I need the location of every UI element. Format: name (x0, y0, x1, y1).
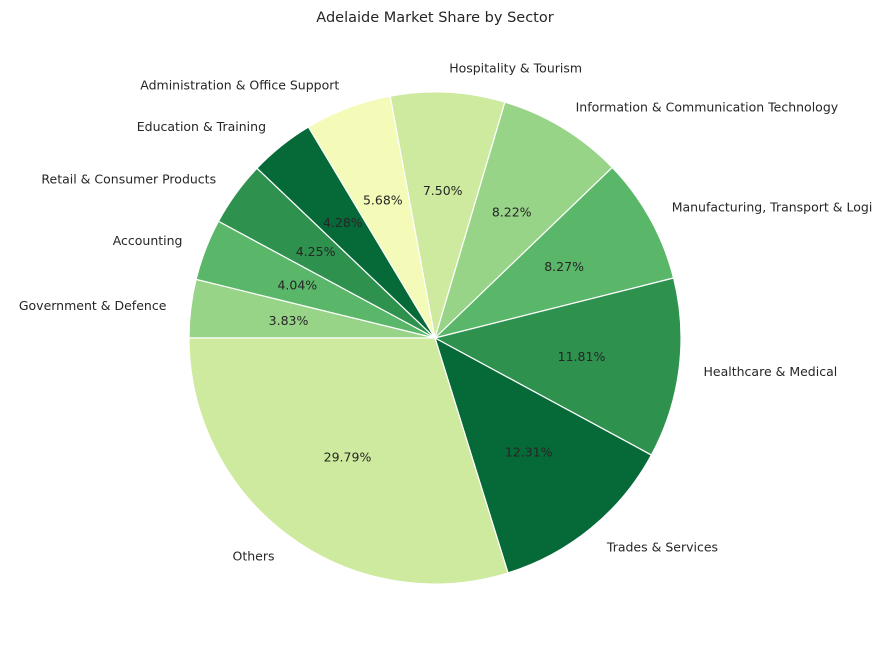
slice-manufacturing-transport-and-logistics (432, 166, 675, 340)
slice-labels: Government & Defence Accounting Retail & C… (19, 60, 872, 563)
label-others: Others (232, 548, 274, 563)
label-information-and-communication-technology: Information & Communication Technology (576, 99, 839, 114)
slice-healthcare-and-medical (433, 277, 682, 456)
pie-slices (188, 91, 682, 585)
pct-label-information-and-communication-technology: 8.22% (492, 204, 532, 219)
pct-label-healthcare-and-medical: 11.81% (558, 349, 606, 364)
label-trades-and-services: Trades & Services (606, 540, 718, 555)
label-accounting: Accounting (113, 233, 183, 248)
label-administration-and-office-support: Administration & Office Support (140, 77, 339, 92)
chart-title: Adelaide Market Share by Sector (316, 10, 553, 26)
pct-label-hospitality-and-tourism: 7.50% (423, 183, 463, 198)
label-manufacturing-transport-and-logistics: Manufacturing, Transport & Logistics (672, 199, 872, 214)
percentage-labels: 3.83% 4.04% 4.25% 4.28%5.68% 7.50% 8.22% 8.27%… (269, 183, 606, 464)
slice-hospitality-and-tourism (389, 91, 506, 339)
label-retail-and-consumer-products: Retail & Consumer Products (41, 172, 216, 187)
label-healthcare-and-medical: Healthcare & Medical (704, 364, 838, 379)
slice-others (188, 337, 509, 585)
pct-label-others: 29.79% (324, 449, 372, 464)
pct-label-trades-and-services: 12.31% (505, 445, 553, 460)
pct-label-accounting: 4.04% (277, 278, 317, 293)
pct-label-manufacturing-transport-and-logistics: 8.27% (544, 259, 584, 274)
label-government-and-defence: Government & Defence (19, 298, 167, 313)
pct-label-education-and-training: 4.28% (323, 215, 363, 230)
pct-label-government-and-defence: 3.83% (269, 313, 309, 328)
pct-label-retail-and-consumer-products: 4.25% (296, 244, 336, 259)
slice-information-and-communication-technology (433, 101, 614, 341)
label-hospitality-and-tourism: Hospitality & Tourism (449, 60, 582, 75)
pct-label-administration-and-office-support: 5.68% (363, 192, 403, 207)
label-education-and-training: Education & Training (137, 119, 266, 134)
slice-trades-and-services (433, 336, 653, 574)
